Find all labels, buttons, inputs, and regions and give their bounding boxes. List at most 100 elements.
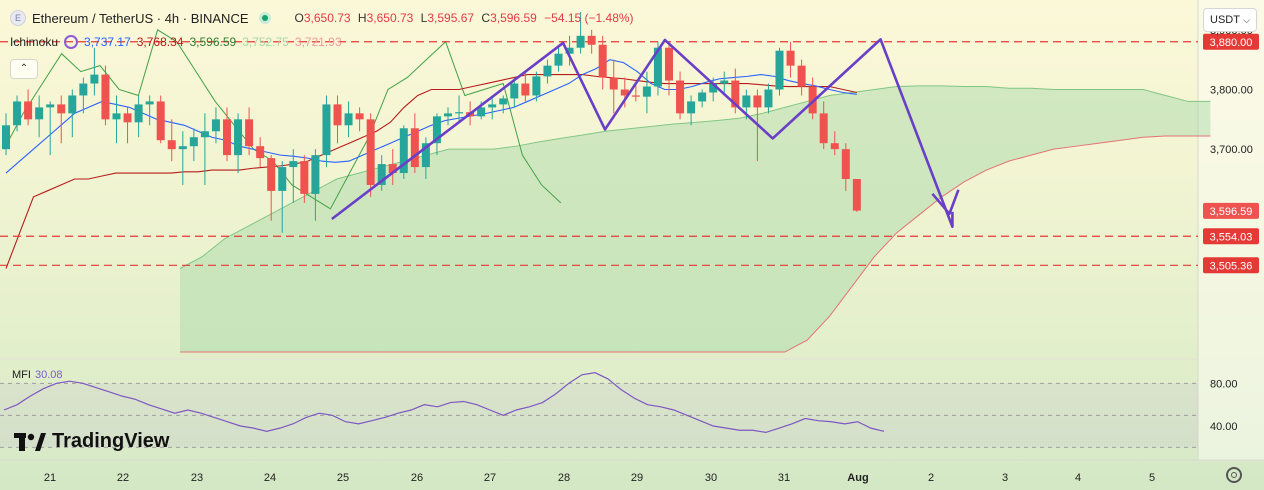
candle-up [687, 101, 696, 114]
time-tick-label: 27 [484, 472, 496, 484]
high-label: H [357, 11, 367, 25]
pattern-drawing [331, 38, 954, 229]
candle-up [200, 131, 209, 138]
candle-up [653, 47, 662, 87]
candle-down [753, 95, 762, 108]
open-value: 3,650.73 [303, 11, 351, 25]
candle-down [167, 140, 176, 150]
candle-up [13, 101, 22, 126]
candle-down [841, 149, 850, 179]
mfi-tick-label: 80.00 [1210, 378, 1238, 390]
candle-down [731, 80, 740, 108]
indicator-settings-icon[interactable] [64, 35, 79, 49]
kijun-sen-line [5, 74, 857, 269]
ethereum-coin-icon: E [10, 10, 26, 26]
candle-up [178, 146, 187, 150]
candle-up [421, 143, 430, 168]
level-tag-bg [1203, 33, 1259, 50]
candle-down [521, 83, 530, 96]
candle-down [366, 119, 375, 185]
candle-up [698, 92, 707, 102]
candle-up [90, 74, 99, 84]
level-price-tag: 3,505.36 [1203, 257, 1259, 274]
mfi-line [3, 372, 885, 434]
logo-text: TradingView [52, 430, 170, 452]
low-label: L [420, 11, 428, 25]
last-price-tag: 3,596.59 [1203, 202, 1259, 219]
price-tick-label: 3,800.00 [1210, 85, 1253, 97]
candle-up [554, 53, 563, 66]
collapse-legend-button[interactable]: ⌃ [10, 59, 38, 79]
chevron-up-icon: ⌃ [19, 63, 29, 74]
candle-up [399, 128, 408, 174]
currency-select[interactable]: USDT ⌵ [1203, 8, 1257, 32]
candle-down [156, 101, 165, 141]
symbol-header: E Ethereum / TetherUS · 4h · BINANCE O3,… [10, 10, 638, 26]
ichimoku-value-span-a: 3,752.75 [242, 35, 289, 49]
candle-up [289, 161, 298, 168]
candle-down [57, 104, 66, 114]
chevron-down-icon: ⌵ [1243, 14, 1250, 25]
candle-down [620, 89, 629, 96]
market-status-icon [258, 12, 271, 24]
candle-up [742, 95, 751, 108]
ichimoku-value-kijun: 3,768.34 [136, 35, 184, 49]
tradingview-logo[interactable]: TradingView [14, 430, 169, 453]
mfi-name[interactable]: MFI [12, 369, 31, 381]
level-price-tag: 3,554.03 [1203, 228, 1259, 245]
time-tick-label: 24 [264, 472, 276, 484]
candle-down [665, 47, 673, 81]
ichimoku-value-span-b: 3,721.93 [294, 35, 342, 49]
level-tag-bg [1203, 257, 1259, 274]
level-tag-text: 3,505.36 [1210, 260, 1253, 272]
candle-down [587, 35, 596, 45]
symbol-title[interactable]: Ethereum / TetherUS · 4h · BINANCE [32, 10, 249, 26]
low-value: 3,595.67 [427, 11, 475, 25]
candle-up [322, 104, 331, 156]
time-tick-label: 29 [631, 472, 643, 484]
candle-down [123, 113, 132, 123]
candle-down [631, 95, 640, 97]
candle-up [46, 104, 55, 108]
last-price-bg [1203, 202, 1259, 219]
candle-up [2, 125, 10, 150]
candle-up [477, 107, 486, 117]
senkou-span-b-line [180, 135, 1211, 353]
candle-up [499, 98, 508, 105]
candle-down [101, 74, 110, 120]
time-tick-label: 23 [191, 472, 203, 484]
time-tick-label: 5 [1149, 472, 1155, 484]
ohlc-readout: O3,650.73 H3,650.73 L3,595.67 C3,596.59 … [295, 11, 638, 25]
candle-down [598, 44, 607, 78]
candle-up [311, 155, 320, 194]
candle-up [444, 113, 452, 117]
price-tick-label: 3,700.00 [1210, 144, 1253, 156]
candle-down [410, 128, 419, 168]
candle-down [830, 143, 839, 150]
candle-up [488, 104, 497, 108]
candle-down [245, 119, 254, 147]
candle-up [543, 65, 552, 77]
time-tick-label: 21 [44, 472, 56, 484]
candle-up [510, 83, 519, 99]
tenkan-sen-line [5, 59, 857, 174]
candle-up [709, 83, 718, 93]
candle-down [808, 86, 817, 114]
ichimoku-value-tenkan: 3,737.17 [84, 35, 131, 49]
candle-up [68, 95, 77, 114]
senkou-span-a-line [179, 85, 1211, 269]
pattern-arrowhead [931, 189, 960, 216]
time-tick-label: 31 [778, 472, 790, 484]
candle-down [819, 113, 828, 144]
close-label: C [481, 11, 491, 25]
ichimoku-legend: Ichimoku 3,737.17 3,768.34 3,596.59 3,75… [10, 35, 342, 49]
settings-gear-icon[interactable] [1226, 467, 1242, 483]
candle-up [35, 107, 44, 120]
candle-down [300, 161, 309, 194]
time-tick-label: 4 [1075, 472, 1081, 484]
indicator-name[interactable]: Ichimoku [10, 35, 59, 49]
time-tick-label: 26 [411, 472, 423, 484]
level-price-tag: 3,880.00 [1203, 33, 1259, 50]
